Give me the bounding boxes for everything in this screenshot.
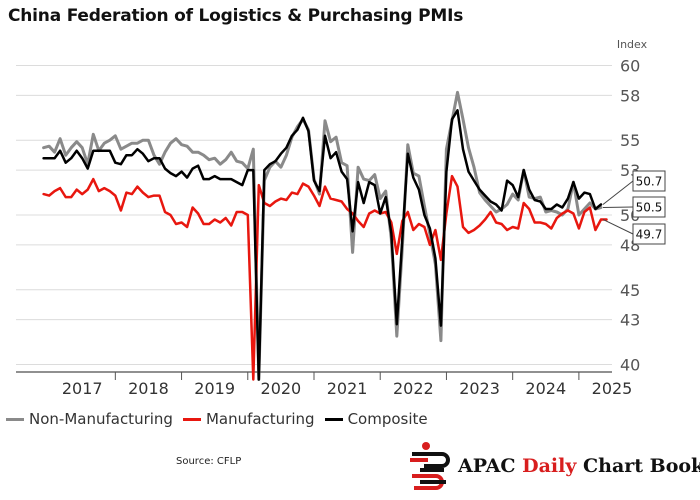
end-label-text: 50.5 xyxy=(636,201,663,215)
grid-layer xyxy=(16,64,612,366)
x-tick-label: 2019 xyxy=(194,379,235,398)
legend-swatch-manufacturing xyxy=(182,417,201,421)
legend: Non-Manufacturing Manufacturing Composit… xyxy=(6,410,438,428)
end-label-leader xyxy=(602,219,634,235)
end-label-text: 50.7 xyxy=(636,175,663,189)
legend-swatch-non-manufacturing xyxy=(6,417,24,421)
y-tick-label: 60 xyxy=(620,56,640,75)
end-label-box xyxy=(632,223,666,245)
end-label-text: 49.7 xyxy=(636,228,663,242)
legend-label-non-manufacturing: Non-Manufacturing xyxy=(29,410,173,428)
legend-swatch-composite xyxy=(324,417,343,421)
series-line-manufacturing xyxy=(42,174,608,381)
y-axis-title: Index xyxy=(617,38,648,51)
end-label-box xyxy=(632,196,666,218)
brand-name-part3: Chart Book xyxy=(576,455,700,477)
legend-label-composite: Composite xyxy=(347,410,428,428)
brand-logo-icon xyxy=(410,442,450,490)
x-tick-label: 2020 xyxy=(261,379,302,398)
source-note: Source: CFLP xyxy=(176,456,242,467)
x-tick-label: 2018 xyxy=(128,379,169,398)
end-label-leader xyxy=(602,180,634,205)
legend-item-non-manufacturing[interactable]: Non-Manufacturing xyxy=(6,410,173,428)
brand-name-part1: APAC xyxy=(458,455,523,477)
series-layer xyxy=(42,90,608,381)
end-label-box xyxy=(632,170,666,192)
legend-item-manufacturing[interactable]: Manufacturing xyxy=(182,410,315,428)
x-tick-label: 2021 xyxy=(327,379,368,398)
x-tick-label: 2017 xyxy=(62,379,103,398)
end-labels: 50.7 50.5 49.7 xyxy=(602,170,666,245)
brand-name-daily: Daily xyxy=(522,455,577,477)
brand: APAC Daily Chart Book xyxy=(406,440,700,492)
y-tick-label: 45 xyxy=(620,281,640,300)
x-tick-label: 2024 xyxy=(525,379,566,398)
series-line-composite xyxy=(42,109,603,381)
x-tick-label: 2022 xyxy=(393,379,434,398)
brand-name: APAC Daily Chart Book xyxy=(458,455,700,477)
end-label-leader xyxy=(602,206,634,209)
x-tick-label: 2023 xyxy=(459,379,500,398)
y-tick-label: 58 xyxy=(620,86,640,105)
legend-label-manufacturing: Manufacturing xyxy=(205,410,315,428)
y-tick-label: 43 xyxy=(620,311,640,330)
chart-title: China Federation of Logistics & Purchasi… xyxy=(8,6,464,26)
series-line-non-manufacturing xyxy=(42,90,603,381)
x-tick-label: 2025 xyxy=(592,379,633,398)
y-tick-label: 55 xyxy=(620,131,640,150)
y-tick-label: 40 xyxy=(620,356,640,375)
legend-item-composite[interactable]: Composite xyxy=(324,410,428,428)
